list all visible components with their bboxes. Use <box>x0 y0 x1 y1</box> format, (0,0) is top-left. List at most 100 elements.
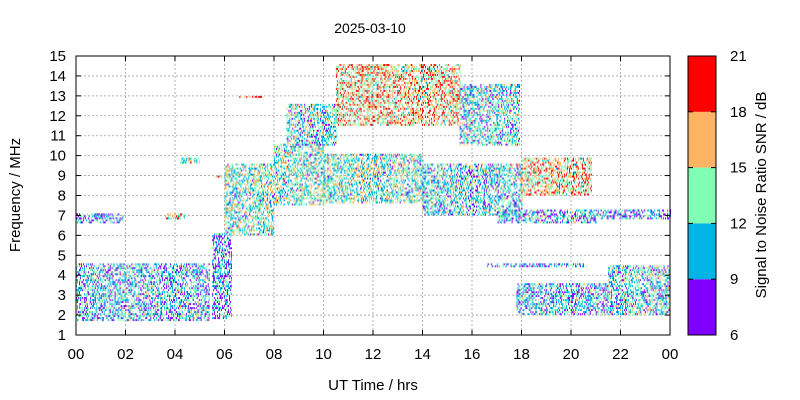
snr-cell <box>140 305 142 308</box>
snr-cell <box>173 275 174 278</box>
snr-cell <box>83 309 85 312</box>
snr-cell <box>320 201 322 204</box>
snr-cell <box>232 183 234 186</box>
snr-cell <box>220 267 221 270</box>
snr-cell <box>217 271 219 274</box>
snr-cell <box>299 201 301 204</box>
snr-cell <box>206 319 208 322</box>
snr-cell <box>169 217 171 220</box>
snr-cell <box>226 317 227 320</box>
snr-cell <box>192 271 194 274</box>
snr-cell <box>183 215 185 218</box>
snr-cell <box>239 167 241 170</box>
snr-cell <box>191 265 193 268</box>
snr-cell <box>147 313 149 316</box>
snr-cell <box>277 161 278 164</box>
snr-cell <box>302 123 304 126</box>
snr-cell <box>163 265 165 268</box>
snr-cell <box>323 171 325 174</box>
snr-cell <box>149 295 151 298</box>
snr-cell <box>311 151 313 154</box>
snr-cell <box>104 287 106 290</box>
snr-cell <box>288 199 290 202</box>
snr-cell <box>303 187 305 190</box>
snr-cell <box>123 267 125 270</box>
snr-cell <box>297 145 299 148</box>
snr-cell <box>315 157 317 160</box>
snr-cell <box>181 283 183 286</box>
snr-cell <box>214 255 216 258</box>
snr-cell <box>104 297 106 300</box>
snr-cell <box>281 157 283 160</box>
snr-cell <box>232 207 234 210</box>
snr-cell <box>197 301 199 304</box>
snr-cell <box>291 195 293 198</box>
snr-cell <box>149 275 151 278</box>
snr-cell <box>89 269 91 272</box>
snr-cell <box>150 301 152 304</box>
snr-cell <box>232 163 234 166</box>
snr-cell <box>143 297 145 300</box>
snr-cell <box>84 271 86 274</box>
snr-cell <box>236 177 238 180</box>
snr-cell <box>90 319 92 322</box>
snr-cell <box>316 159 318 162</box>
snr-cell <box>93 271 95 274</box>
snr-cell <box>277 147 278 150</box>
snr-cell <box>102 219 104 222</box>
snr-cell <box>274 201 275 204</box>
snr-cell <box>86 281 88 284</box>
snr-cell <box>179 161 181 164</box>
snr-cell <box>259 165 261 168</box>
snr-cell <box>296 187 298 190</box>
snr-cell <box>179 213 181 216</box>
snr-cell <box>233 189 235 192</box>
snr-cell <box>259 195 261 198</box>
snr-cell <box>290 147 292 150</box>
snr-cell <box>79 287 80 290</box>
snr-cell <box>99 217 101 220</box>
snr-cell <box>113 281 115 284</box>
snr-cell <box>286 123 288 126</box>
snr-cell <box>202 295 204 298</box>
snr-cell <box>282 191 284 194</box>
snr-cell <box>241 179 243 182</box>
snr-cell <box>156 267 158 270</box>
snr-cell <box>266 191 268 194</box>
snr-cell <box>254 217 256 220</box>
snr-cell <box>207 301 209 304</box>
snr-cell <box>261 171 263 174</box>
snr-cell <box>256 227 258 230</box>
snr-cell <box>227 221 229 224</box>
snr-cell <box>101 301 103 304</box>
snr-cell <box>265 167 267 170</box>
snr-cell <box>271 199 272 202</box>
snr-cell <box>79 221 80 224</box>
snr-cell <box>249 211 251 214</box>
snr-cell <box>118 297 120 300</box>
snr-cell <box>240 229 242 232</box>
snr-cell <box>226 303 227 306</box>
snr-cell <box>157 313 159 316</box>
snr-cell <box>317 153 319 156</box>
snr-cell <box>297 197 299 200</box>
snr-cell <box>299 151 301 154</box>
snr-cell <box>283 199 285 202</box>
snr-cell <box>314 167 316 170</box>
snr-cell <box>269 225 271 228</box>
snr-cell <box>137 315 139 318</box>
snr-cell <box>149 299 151 302</box>
snr-cell <box>242 179 244 182</box>
snr-cell <box>290 139 292 142</box>
snr-cell <box>185 295 187 298</box>
snr-cell <box>184 161 186 164</box>
snr-cell <box>160 297 162 300</box>
snr-cell <box>115 283 117 286</box>
snr-cell <box>171 317 172 320</box>
snr-cell <box>298 117 300 120</box>
snr-cell <box>297 175 299 178</box>
snr-cell <box>314 181 316 184</box>
snr-cell <box>231 207 233 210</box>
snr-cell <box>229 281 230 284</box>
snr-cell <box>278 197 279 200</box>
